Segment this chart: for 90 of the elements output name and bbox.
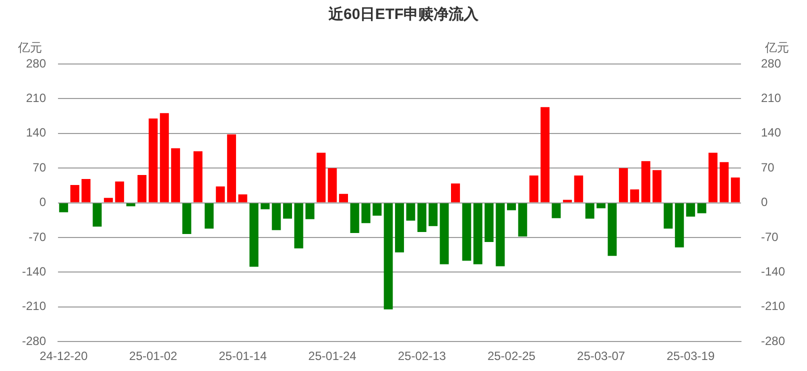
bar <box>294 203 304 248</box>
bar <box>361 203 370 224</box>
y-tick-label: 70 <box>32 160 46 174</box>
bar <box>664 203 673 229</box>
bar <box>697 203 706 214</box>
bar <box>708 152 718 202</box>
bar <box>451 183 460 202</box>
x-tick-label: 25-02-13 <box>398 349 446 364</box>
bar <box>686 203 696 217</box>
bar <box>82 179 90 202</box>
bar <box>59 203 68 212</box>
bar <box>249 203 258 267</box>
y-tick-label: 0 <box>39 195 46 210</box>
bar <box>395 203 404 252</box>
x-tick-label: 25-03-07 <box>577 349 626 364</box>
bar <box>674 203 684 248</box>
y2-tick-label: 210 <box>760 91 782 106</box>
bar <box>182 203 192 234</box>
bar <box>148 118 158 202</box>
y-tick-label: 210 <box>26 91 46 106</box>
y2-axis-title: 亿元 <box>764 40 789 54</box>
bar <box>328 168 337 202</box>
bar <box>608 203 617 256</box>
bar <box>484 203 494 242</box>
bar <box>720 162 729 202</box>
x-tick-label: 25-01-14 <box>218 349 268 364</box>
bar <box>730 178 740 202</box>
bar <box>316 152 326 202</box>
bar <box>238 194 248 202</box>
bar <box>70 184 80 202</box>
bar <box>350 203 360 234</box>
bar <box>462 203 472 261</box>
bar <box>138 175 146 202</box>
y2-tick-label: -210 <box>760 299 786 314</box>
bar <box>272 203 281 230</box>
bar <box>283 203 292 219</box>
x-tick-label: 25-01-24 <box>308 349 357 364</box>
bar <box>585 203 594 219</box>
bar <box>126 203 136 206</box>
x-tick-label: 25-03-19 <box>666 349 715 364</box>
chart-title: 近60日ETF申赎净流入 <box>327 5 480 24</box>
bar <box>641 161 650 202</box>
bar <box>171 148 180 202</box>
y2-tick-label: 280 <box>760 56 782 70</box>
bar <box>496 203 505 266</box>
y2-tick-label: 140 <box>760 126 782 140</box>
x-tick-label: 25-02-25 <box>487 349 536 364</box>
bar <box>406 203 416 221</box>
bar <box>518 203 528 237</box>
bar <box>115 181 124 202</box>
y2-tick-label: -70 <box>760 230 779 244</box>
bar <box>372 203 382 216</box>
bar <box>540 107 550 202</box>
x-tick-label: 25-01-02 <box>129 349 178 364</box>
bar <box>160 113 169 202</box>
bar <box>227 134 236 202</box>
y-tick-label: -210 <box>22 299 46 314</box>
bar <box>104 198 113 202</box>
bar <box>305 203 314 220</box>
y-tick-label: -140 <box>22 264 46 279</box>
bar <box>260 203 270 210</box>
bar <box>652 170 662 202</box>
bar <box>384 203 393 310</box>
bar <box>473 203 482 264</box>
bar <box>596 203 606 208</box>
y-tick-label: 280 <box>26 56 46 70</box>
bar <box>428 203 438 226</box>
y2-tick-label: -280 <box>760 334 786 348</box>
bar <box>529 176 538 202</box>
y2-tick-label: 0 <box>760 195 768 210</box>
bar <box>562 200 572 202</box>
bar <box>440 203 449 264</box>
bar <box>618 168 628 202</box>
y2-tick-label: 70 <box>760 160 775 174</box>
bar <box>552 203 561 218</box>
y-tick-label: -280 <box>22 334 46 348</box>
x-tick-label: 24-12-20 <box>40 349 88 364</box>
y-axis-title: 亿元 <box>17 40 42 54</box>
bar <box>204 203 214 229</box>
bar <box>216 186 225 202</box>
bar <box>193 151 202 202</box>
bar <box>506 203 516 210</box>
bar <box>417 203 426 232</box>
bar <box>630 189 640 202</box>
bar <box>574 176 584 202</box>
bar <box>339 194 348 202</box>
y-tick-label: 140 <box>26 126 46 140</box>
bar <box>92 203 102 227</box>
y-tick-label: -70 <box>28 230 46 244</box>
y2-tick-label: -140 <box>760 264 786 279</box>
